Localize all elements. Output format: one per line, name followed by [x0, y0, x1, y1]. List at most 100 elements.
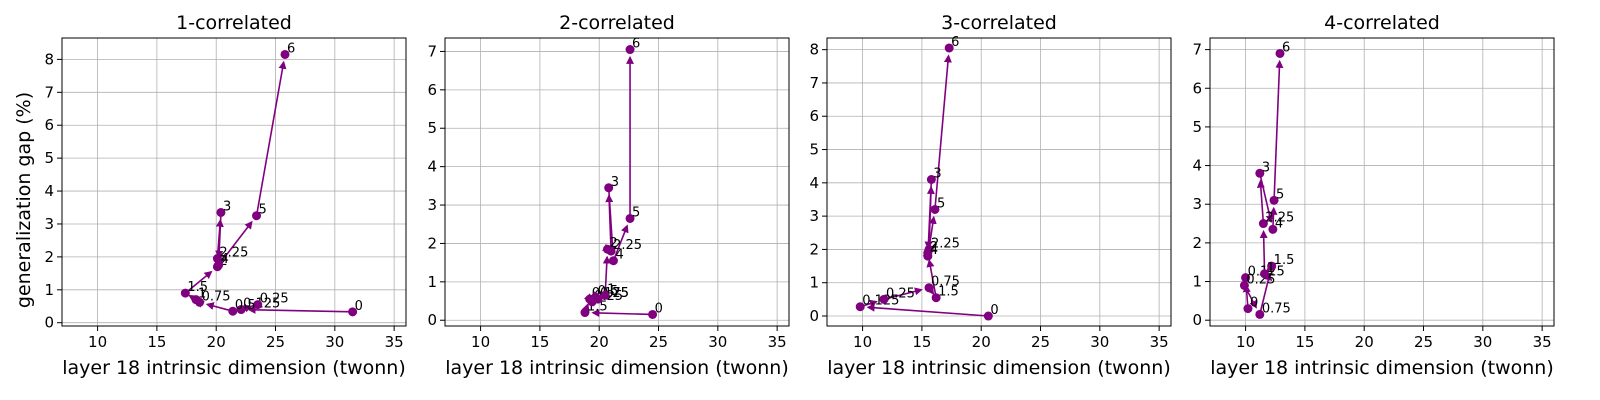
y-tick-label: 7	[427, 42, 437, 60]
x-tick-label: 35	[1150, 333, 1169, 351]
x-tick-label: 30	[708, 333, 727, 351]
data-point	[924, 244, 934, 254]
x-tick-label: 15	[147, 333, 166, 351]
y-tick-label: 1	[809, 274, 819, 292]
point-label: 2	[219, 254, 227, 269]
point-label: 5	[937, 196, 945, 211]
x-tick-label: 25	[1414, 333, 1433, 351]
series-arrow	[607, 187, 617, 255]
point-label: 0	[355, 299, 363, 314]
y-tick-label: 4	[44, 182, 54, 200]
x-tick-label: 25	[649, 333, 668, 351]
x-tick-label: 25	[266, 333, 285, 351]
data-point	[1267, 261, 1277, 271]
data-point	[931, 293, 941, 303]
x-tick-label: 35	[385, 333, 404, 351]
data-point	[236, 305, 246, 315]
point-label: 2.25	[613, 238, 642, 253]
series-arrow	[1256, 179, 1265, 224]
x-tick-label: 15	[912, 333, 931, 351]
data-point	[1255, 168, 1265, 178]
point-label: 6	[951, 35, 959, 50]
data-point	[1239, 280, 1249, 290]
series-arrow	[1273, 59, 1284, 201]
y-tick-label: 0	[44, 314, 54, 332]
y-tick-label: 6	[1192, 79, 1202, 97]
chart-title: 4-correlated	[1324, 12, 1440, 34]
point-label: 2.25	[219, 246, 248, 261]
data-point	[1275, 48, 1285, 58]
axes-frame	[1209, 37, 1555, 327]
data-point	[1258, 219, 1268, 229]
point-label: 1.5	[938, 285, 959, 300]
x-tick-label: 30	[1090, 333, 1109, 351]
y-tick-label: 2	[44, 248, 54, 266]
series-arrow	[1259, 272, 1273, 315]
series-arrow	[217, 220, 253, 266]
data-point	[924, 283, 934, 293]
y-tick-label: 5	[809, 141, 819, 159]
point-label: 1	[198, 287, 206, 302]
data-point	[1241, 273, 1251, 283]
series-arrow	[883, 287, 923, 301]
series-arrow	[924, 179, 933, 250]
y-tick-label: 4	[1192, 157, 1202, 175]
y-tick-label: 8	[44, 50, 54, 68]
y-tick-label: 4	[809, 174, 819, 192]
axes-frame	[61, 37, 407, 327]
point-label: 1	[1267, 261, 1275, 276]
x-axis-label: layer 18 intrinsic dimension (twonn)	[445, 357, 788, 379]
point-label: 4	[615, 248, 623, 263]
series-arrow	[247, 305, 353, 314]
x-tick-label: 30	[325, 333, 344, 351]
data-point	[191, 295, 201, 305]
axes-frame	[444, 37, 790, 327]
data-point	[252, 211, 262, 221]
x-tick-label: 20	[590, 333, 609, 351]
series-arrow	[591, 308, 653, 317]
chart-title: 3-correlated	[941, 12, 1057, 34]
data-point	[855, 302, 865, 312]
y-tick-label: 3	[44, 215, 54, 233]
point-label: 4	[930, 243, 938, 258]
series-arrow	[612, 224, 629, 262]
x-tick-label: 10	[88, 333, 107, 351]
data-point	[228, 306, 238, 316]
x-tick-label: 20	[972, 333, 991, 351]
data-point	[983, 311, 993, 321]
axes-frame	[826, 37, 1172, 327]
data-point	[1269, 195, 1279, 205]
point-label: 0.75	[1262, 301, 1291, 316]
data-point	[606, 246, 616, 256]
point-label: 0	[1250, 296, 1258, 311]
point-label: 0.5	[235, 298, 256, 313]
data-point	[608, 256, 618, 266]
series-arrow	[926, 259, 937, 298]
data-point	[625, 45, 635, 55]
y-tick-label: 1	[1192, 273, 1202, 291]
series-arrow	[215, 212, 224, 259]
data-point	[879, 294, 889, 304]
y-tick-label: 0	[427, 311, 437, 329]
data-point	[926, 175, 936, 185]
x-tick-label: 10	[1236, 333, 1255, 351]
point-label: 3	[933, 167, 941, 182]
x-tick-label: 10	[853, 333, 872, 351]
point-label: 2	[610, 236, 618, 251]
point-label: 2.25	[931, 236, 960, 251]
data-point	[944, 43, 954, 53]
data-point	[1255, 309, 1265, 319]
y-tick-label: 2	[1192, 234, 1202, 252]
point-label: 3	[611, 175, 619, 190]
y-tick-label: 1	[44, 281, 54, 299]
data-point	[930, 204, 940, 214]
y-tick-label: 8	[809, 41, 819, 59]
y-tick-label: 5	[1192, 118, 1202, 136]
x-tick-label: 20	[207, 333, 226, 351]
y-tick-label: 3	[427, 196, 437, 214]
y-tick-label: 6	[809, 107, 819, 125]
